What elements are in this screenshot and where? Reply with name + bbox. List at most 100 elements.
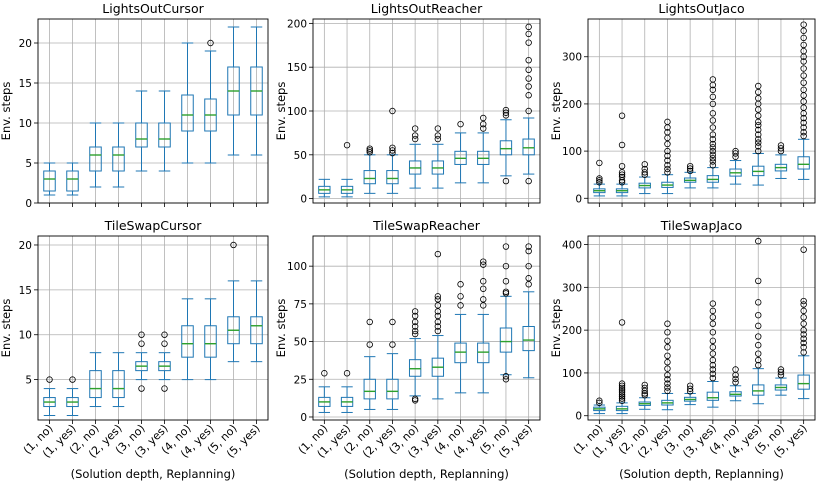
outlier-point (732, 147, 739, 155)
box-(4, yes) (204, 298, 217, 381)
box-(4, yes) (477, 114, 490, 184)
outlier-point (434, 250, 442, 258)
y-tick-label: 50 (294, 337, 307, 349)
outlier-point (800, 86, 807, 93)
outlier-point (480, 120, 487, 128)
outlier-point (525, 75, 532, 82)
outlier-point (618, 388, 626, 396)
outlier-point (709, 158, 717, 165)
box-(3, no) (135, 90, 148, 172)
y-tick-label: 150 (287, 62, 307, 74)
iqr-box (66, 170, 79, 192)
y-axis-label: Env. steps (274, 82, 288, 141)
outlier-point (502, 376, 510, 383)
box-(2, yes) (661, 320, 674, 411)
outlier-point (709, 100, 717, 108)
outlier-point (618, 397, 626, 404)
outlier-point (641, 161, 648, 168)
outlier-point (709, 350, 717, 357)
outlier-point (525, 39, 532, 46)
iqr-box (522, 325, 535, 352)
outlier-point (457, 293, 464, 300)
outlier-point (709, 147, 717, 155)
box-(1, yes) (615, 112, 629, 197)
box-(2, yes) (386, 107, 399, 194)
outlier-point (618, 162, 626, 170)
outlier-point (618, 391, 626, 398)
box-(1, no) (593, 159, 606, 197)
outlier-point (411, 330, 419, 338)
outlier-point (800, 349, 807, 356)
outlier-point (366, 147, 373, 154)
box-(4, yes) (752, 237, 765, 405)
outlier-point (686, 385, 694, 392)
outlier-point (664, 129, 671, 136)
outlier-point (732, 375, 739, 383)
outlier-point (664, 344, 671, 351)
outlier-point (480, 302, 487, 309)
subplot-title: TileSwapReacher (372, 218, 481, 233)
outlier-point (411, 312, 419, 320)
subplot-LightsOutCursor: LightsOutCursor 0 5 10 15 20 Env. steps (0, 1, 269, 210)
outlier-point (755, 121, 762, 129)
outlier-point (755, 131, 762, 138)
outlier-point (618, 112, 626, 119)
y-tick-label: 100 (562, 146, 582, 158)
box-(1, yes) (66, 162, 79, 196)
box-(5, yes) (522, 243, 535, 379)
y-tick-label: 20 (19, 38, 32, 50)
outlier-point (732, 150, 739, 157)
y-tick-label: 0 (575, 411, 582, 423)
outlier-point (755, 277, 762, 285)
outlier-point (709, 356, 717, 364)
box-(4, yes) (752, 82, 765, 186)
outlier-point (161, 385, 168, 392)
y-axis-label: Env. steps (549, 82, 563, 141)
outlier-point (596, 177, 603, 184)
outlier-point (664, 329, 671, 336)
outlier-point (664, 162, 671, 169)
outlier-point (755, 362, 762, 369)
outlier-point (664, 371, 671, 379)
outlier-point (800, 246, 807, 253)
outlier-point (709, 144, 717, 151)
y-tick-label: 0 (25, 198, 32, 210)
outlier-point (207, 39, 214, 47)
outlier-point (664, 384, 671, 391)
box-(2, no) (638, 381, 651, 410)
outlier-point (755, 299, 762, 306)
outlier-point (709, 329, 717, 336)
outlier-point (502, 278, 510, 285)
iqr-box (181, 325, 194, 358)
outlier-point (389, 318, 396, 326)
outlier-point (664, 152, 671, 160)
outlier-point (800, 301, 807, 308)
subplot-title: LightsOutJaco (658, 1, 744, 16)
box-(1, no) (318, 370, 331, 413)
outlier-point (800, 339, 807, 347)
outlier-point (800, 65, 807, 72)
box-(1, yes) (340, 370, 354, 413)
outlier-point (755, 147, 762, 155)
box-(1, no) (593, 397, 606, 415)
box-(2, yes) (112, 122, 125, 188)
axes-frame (37, 18, 269, 204)
outlier-point (366, 341, 373, 348)
axes-frame (587, 18, 816, 204)
outlier-point (755, 341, 762, 349)
outlier-point (389, 107, 396, 115)
outlier-point (618, 171, 626, 178)
outlier-point (800, 114, 807, 122)
y-tick-label: 100 (562, 368, 582, 380)
box-(5, yes) (250, 280, 263, 363)
outlier-point (525, 247, 532, 255)
outlier-point (434, 293, 442, 300)
outlier-point (138, 340, 145, 347)
outlier-point (800, 335, 807, 342)
outlier-point (800, 132, 807, 140)
box-(3, yes) (431, 125, 445, 189)
box-(4, no) (181, 42, 194, 164)
subplot-title: LightsOutReacher (371, 1, 483, 16)
outlier-point (755, 136, 762, 143)
